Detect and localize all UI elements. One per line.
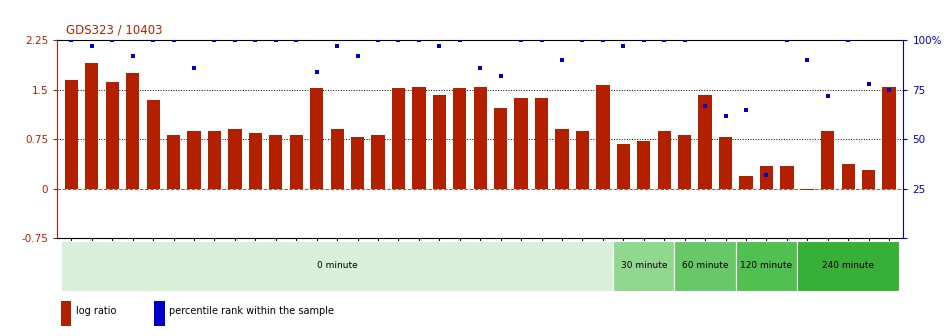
Bar — [331, 129, 344, 189]
Bar — [657, 131, 670, 189]
Point — [473, 65, 488, 71]
Point — [126, 53, 141, 59]
Text: 120 minute: 120 minute — [741, 261, 792, 270]
Point — [453, 38, 468, 43]
Point — [227, 38, 243, 43]
Bar — [674, 241, 736, 291]
Point — [166, 38, 182, 43]
Point — [289, 38, 304, 43]
Bar — [65, 80, 78, 189]
Bar — [616, 144, 630, 189]
Point — [738, 107, 753, 112]
Bar — [535, 98, 548, 189]
Point — [656, 38, 671, 43]
Point — [615, 44, 631, 49]
Bar — [126, 73, 140, 189]
Bar — [392, 88, 405, 189]
Bar — [154, 301, 165, 326]
Bar — [555, 129, 569, 189]
Bar — [678, 135, 691, 189]
Text: 60 minute: 60 minute — [682, 261, 728, 270]
Bar — [372, 135, 384, 189]
Point — [105, 38, 120, 43]
Text: 30 minute: 30 minute — [621, 261, 667, 270]
Point — [636, 38, 651, 43]
Bar — [61, 241, 613, 291]
Point — [574, 38, 590, 43]
Point — [268, 38, 283, 43]
Point — [371, 38, 386, 43]
Bar — [596, 85, 610, 189]
Point — [207, 38, 223, 43]
Point — [759, 172, 774, 178]
Point — [841, 38, 856, 43]
Point — [534, 38, 549, 43]
Text: GDS323 / 10403: GDS323 / 10403 — [66, 24, 162, 36]
Point — [820, 93, 835, 98]
Bar — [310, 88, 323, 189]
Point — [85, 44, 100, 49]
Point — [64, 38, 79, 43]
Bar — [187, 131, 201, 189]
Bar — [797, 241, 900, 291]
Bar — [167, 135, 181, 189]
Point — [186, 65, 202, 71]
Bar — [760, 166, 773, 189]
Bar — [883, 86, 896, 189]
Text: 0 minute: 0 minute — [317, 261, 358, 270]
Bar — [842, 164, 855, 189]
Bar — [637, 141, 650, 189]
Bar — [474, 86, 487, 189]
Point — [309, 69, 324, 75]
Bar — [351, 137, 364, 189]
Point — [514, 38, 529, 43]
Point — [432, 44, 447, 49]
Point — [554, 57, 570, 63]
Bar — [780, 166, 793, 189]
Point — [718, 113, 733, 118]
Text: log ratio: log ratio — [76, 306, 116, 317]
Bar — [698, 95, 711, 189]
Bar — [249, 133, 262, 189]
Point — [493, 73, 508, 79]
Bar — [719, 137, 732, 189]
Bar — [228, 129, 242, 189]
Bar — [613, 241, 674, 291]
Bar — [433, 95, 446, 189]
Point — [350, 53, 365, 59]
Bar — [801, 189, 814, 190]
Text: 240 minute: 240 minute — [823, 261, 874, 270]
Point — [391, 38, 406, 43]
Bar — [821, 131, 834, 189]
Point — [882, 87, 897, 92]
Bar — [495, 108, 507, 189]
Bar — [269, 135, 282, 189]
Point — [779, 38, 794, 43]
Bar — [413, 86, 425, 189]
Point — [330, 44, 345, 49]
Bar — [106, 82, 119, 189]
Bar — [146, 100, 160, 189]
Point — [248, 38, 263, 43]
Bar — [454, 88, 466, 189]
Bar — [208, 131, 222, 189]
Bar — [739, 176, 752, 189]
Point — [412, 38, 427, 43]
Point — [861, 81, 876, 87]
Point — [677, 38, 692, 43]
Text: percentile rank within the sample: percentile rank within the sample — [168, 306, 334, 317]
Bar — [61, 301, 71, 326]
Bar — [86, 64, 99, 189]
Bar — [862, 170, 875, 189]
Bar — [514, 98, 528, 189]
Point — [800, 57, 815, 63]
Point — [697, 103, 712, 108]
Bar — [576, 131, 589, 189]
Bar — [736, 241, 797, 291]
Bar — [290, 135, 303, 189]
Point — [595, 38, 611, 43]
Point — [146, 38, 161, 43]
